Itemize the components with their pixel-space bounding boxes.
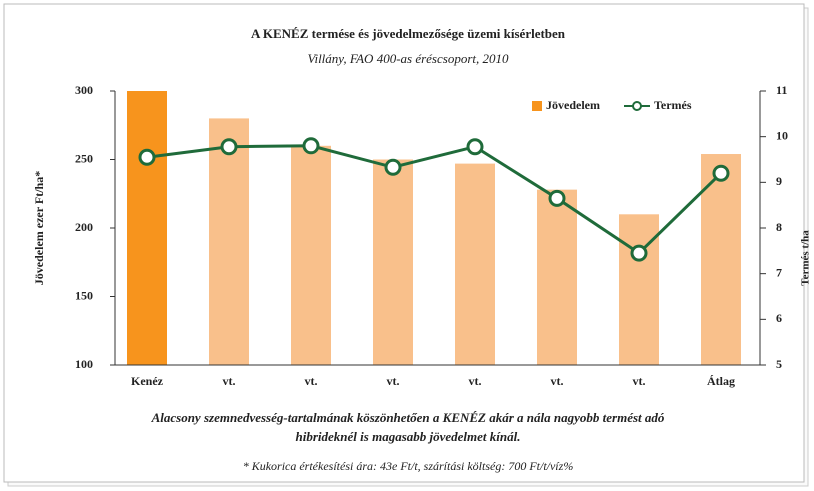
point (138, 148, 156, 166)
caption: Alacsony szemnedvesség-tartalmának köszö… (151, 410, 665, 425)
bar (619, 214, 659, 365)
y-tick-label: 200 (75, 220, 93, 234)
y2-tick-label: 8 (776, 220, 782, 234)
x-tick-label: vt. (387, 374, 400, 388)
y-tick-label: 150 (75, 288, 93, 302)
point (466, 138, 484, 156)
y2-tick-label: 6 (776, 311, 782, 325)
legend-marker (632, 101, 642, 111)
bar (537, 189, 577, 365)
bar (701, 154, 741, 365)
y2-tick-label: 9 (776, 174, 782, 188)
point (384, 158, 402, 176)
x-tick-label: Kenéz (131, 374, 164, 388)
point (220, 138, 238, 156)
x-tick-label: vt. (305, 374, 318, 388)
chart-subtitle: Villány, FAO 400-as éréscsoport, 2010 (307, 51, 509, 66)
y2-tick-label: 5 (776, 357, 782, 371)
x-tick-label: vt. (223, 374, 236, 388)
x-tick-label: vt. (469, 374, 482, 388)
y2-axis-title: Termés t/ha (800, 230, 812, 286)
x-tick-label: vt. (633, 374, 646, 388)
bar (127, 91, 167, 365)
y-tick-label: 300 (75, 83, 93, 97)
legend-label: Jövedelem (546, 98, 600, 112)
y2-tick-label: 7 (776, 265, 782, 279)
point (712, 164, 730, 182)
y2-tick-label: 11 (776, 83, 787, 97)
bar (291, 145, 331, 365)
legend-label: Termés (654, 98, 692, 112)
footnote: * Kukorica értékesítési ára: 43e Ft/t, s… (243, 459, 574, 473)
line (146, 144, 723, 256)
y2-tick-label: 10 (776, 128, 788, 142)
y-tick-label: 250 (75, 151, 93, 165)
caption: hibrideknél is magasabb jövedelmet kínál… (296, 429, 521, 444)
bar (209, 118, 249, 366)
x-tick-label: Átlag (707, 374, 735, 388)
y-axis-title: Jövedelem ezer Ft/ha* (32, 171, 46, 285)
point (548, 189, 566, 207)
x-tick-label: vt. (551, 374, 564, 388)
legend-swatch (532, 101, 542, 111)
point (302, 137, 320, 155)
chart-title: A KENÉZ termése és jövedelmezősége üzemi… (251, 26, 566, 41)
bar (373, 159, 413, 365)
y-tick-label: 100 (75, 357, 93, 371)
point (630, 244, 648, 262)
bar (455, 163, 495, 365)
